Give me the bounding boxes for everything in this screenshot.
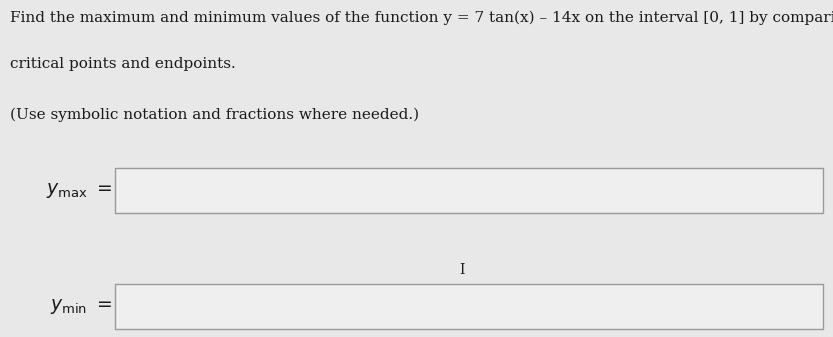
Text: Find the maximum and minimum values of the function y = 7 tan(x) – 14x on the in: Find the maximum and minimum values of t… bbox=[10, 10, 833, 25]
Text: $y_{\mathrm{min}}$ $=$: $y_{\mathrm{min}}$ $=$ bbox=[50, 297, 112, 316]
FancyBboxPatch shape bbox=[115, 284, 823, 330]
Text: I: I bbox=[460, 263, 465, 277]
Text: critical points and endpoints.: critical points and endpoints. bbox=[10, 57, 236, 71]
Text: (Use symbolic notation and fractions where needed.): (Use symbolic notation and fractions whe… bbox=[10, 108, 419, 122]
FancyBboxPatch shape bbox=[115, 168, 823, 213]
Text: $y_{\mathrm{max}}$ $=$: $y_{\mathrm{max}}$ $=$ bbox=[47, 181, 112, 200]
